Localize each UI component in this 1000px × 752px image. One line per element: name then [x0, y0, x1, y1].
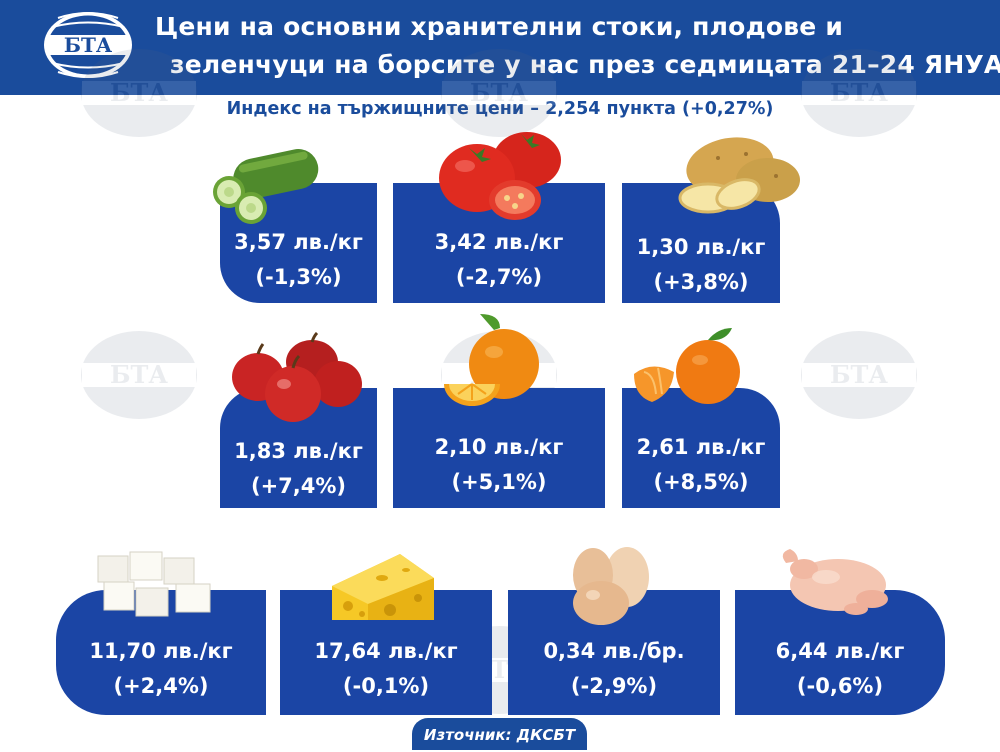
- source-label: Източник: ДКСБТ: [412, 718, 587, 750]
- svg-text:БТА: БТА: [110, 78, 168, 107]
- svg-text:БТА: БТА: [470, 78, 528, 107]
- eggs-icon: [573, 547, 649, 625]
- bta-logo-icon: БТА: [44, 12, 132, 78]
- change-label: (+5,1%): [451, 470, 547, 494]
- chicken-icon: [782, 549, 888, 615]
- tomato-icon: [439, 132, 561, 220]
- price-card-chicken: 6,44 лв./кг (-0,6%): [735, 590, 945, 715]
- bta-watermark-icon: БТА: [801, 331, 917, 419]
- market-index-subtitle: Индекс на тържищните цени – 2,254 пункта…: [226, 99, 774, 119]
- title-line-2: зеленчуци на борсите у нас през седмицат…: [170, 50, 1000, 79]
- price-card-oranges: 2,10 лв./кг (+5,1%): [393, 388, 605, 508]
- price-card-white-cheese: 11,70 лв./кг (+2,4%): [56, 590, 266, 715]
- change-label: (-2,9%): [570, 674, 658, 698]
- price-label: 3,57 лв./кг: [234, 230, 363, 254]
- price-label: 1,83 лв./кг: [234, 439, 363, 463]
- change-label: (+7,4%): [250, 474, 347, 498]
- bta-watermark-icon: БТА: [81, 49, 197, 137]
- yellow-cheese-icon: [332, 554, 434, 620]
- svg-text:БТА: БТА: [830, 360, 888, 389]
- price-label: 17,64 лв./кг: [314, 639, 458, 663]
- price-label: 0,34 лв./бр.: [543, 639, 685, 663]
- change-label: (-0,1%): [342, 674, 430, 698]
- price-label: 3,42 лв./кг: [434, 230, 564, 254]
- cucumber-icon: [213, 149, 319, 224]
- change-label: (-1,3%): [255, 265, 342, 289]
- mandarin-icon: [634, 328, 740, 404]
- white-cheese-icon: [97, 551, 211, 617]
- change-label: (+3,8%): [653, 270, 749, 294]
- svg-text:БТА: БТА: [110, 360, 168, 389]
- price-label: 2,61 лв./кг: [636, 435, 766, 459]
- price-label: 11,70 лв./кг: [89, 639, 233, 663]
- svg-text:БТА: БТА: [64, 33, 113, 57]
- svg-text:БТА: БТА: [830, 78, 888, 107]
- bta-watermark-icon: БТА: [441, 49, 557, 137]
- header-bar: БТА Цени на основни хранителни стоки, пл…: [0, 0, 1000, 95]
- change-label: (+2,4%): [113, 674, 209, 698]
- price-label: 2,10 лв./кг: [434, 435, 564, 459]
- bta-watermark-icon: БТА: [801, 49, 917, 137]
- potato-icon: [678, 137, 800, 214]
- title-line-1: Цени на основни хранителни стоки, плодов…: [155, 12, 844, 41]
- price-card-mandarins: 2,61 лв./кг (+8,5%): [622, 388, 780, 508]
- change-label: (+8,5%): [653, 470, 749, 494]
- apple-icon: [232, 332, 362, 422]
- change-label: (-0,6%): [796, 674, 884, 698]
- change-label: (-2,7%): [455, 265, 543, 289]
- price-label: 6,44 лв./кг: [775, 639, 905, 663]
- orange-icon: [444, 314, 539, 406]
- price-label: 1,30 лв./кг: [636, 235, 766, 259]
- bta-watermark-icon: БТА: [81, 331, 197, 419]
